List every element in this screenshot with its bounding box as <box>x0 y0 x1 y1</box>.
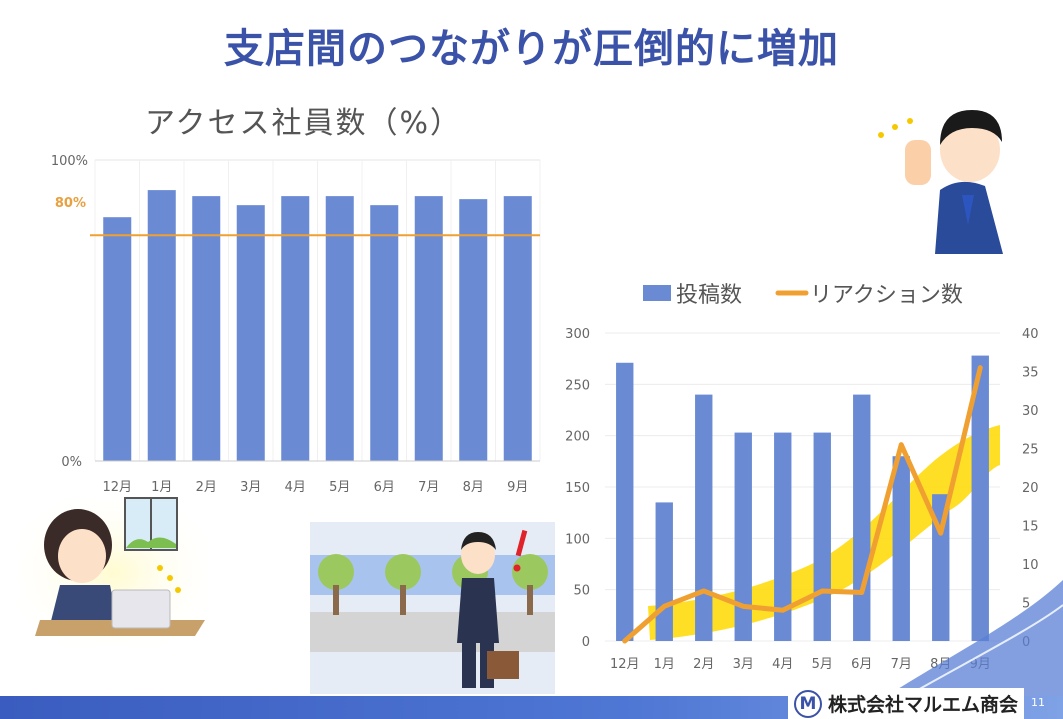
access-chart-title: アクセス社員数（%） <box>145 106 463 141</box>
x-tick-label: 6月 <box>851 657 872 672</box>
x-tick-label: 2月 <box>196 480 217 495</box>
x-tick-label: 7月 <box>418 480 439 495</box>
x-tick-label: 4月 <box>285 480 306 495</box>
x-tick-label: 12月 <box>610 657 640 672</box>
y-right-tick-label: 5 <box>1022 597 1030 612</box>
y-left-tick-label: 250 <box>565 378 590 393</box>
reactions-line <box>622 365 983 644</box>
bar <box>616 362 634 641</box>
target-label: 80% <box>55 196 86 211</box>
bar <box>813 432 831 641</box>
bar <box>281 196 310 461</box>
bar <box>695 394 713 641</box>
y-right-tick-label: 15 <box>1022 520 1039 535</box>
y-tick-label: 100% <box>51 154 88 169</box>
y-right-tick-label: 25 <box>1022 443 1039 458</box>
legend-label-posts: 投稿数 <box>676 283 742 308</box>
bar <box>892 456 910 641</box>
y-left-tick-label: 100 <box>565 532 590 547</box>
legend-label-reactions: リアクション数 <box>810 283 963 308</box>
x-tick-label: 3月 <box>733 657 754 672</box>
bar <box>655 502 673 641</box>
bar <box>503 196 532 461</box>
bar <box>734 432 752 641</box>
legend-swatch-bar <box>643 285 671 301</box>
x-tick-label: 4月 <box>772 657 793 672</box>
x-tick-label: 1月 <box>151 480 172 495</box>
bar <box>414 196 443 461</box>
company-name: 株式会社マルエム商会 <box>828 694 1019 716</box>
company-badge: M 株式会社マルエム商会 <box>788 688 1025 719</box>
bar <box>932 494 950 641</box>
y-left-tick-label: 300 <box>565 327 590 342</box>
bar <box>325 196 354 461</box>
y-right-tick-label: 30 <box>1022 404 1039 419</box>
page-number: 11 <box>1031 696 1045 709</box>
bar <box>370 205 399 461</box>
x-tick-label: 5月 <box>812 657 833 672</box>
y-left-tick-label: 0 <box>582 635 590 650</box>
bar <box>774 432 792 641</box>
y-right-tick-label: 10 <box>1022 558 1039 573</box>
decorative-swoosh <box>860 580 1063 719</box>
bar <box>971 355 989 641</box>
y-tick-label: 0% <box>61 455 82 470</box>
bar <box>236 205 265 461</box>
y-right-tick-label: 35 <box>1022 366 1039 381</box>
y-left-tick-label: 50 <box>573 584 590 599</box>
y-right-tick-label: 20 <box>1022 481 1039 496</box>
slide-title: 支店間のつながりが圧倒的に増加 <box>224 26 839 72</box>
x-tick-label: 8月 <box>463 480 484 495</box>
y-left-tick-label: 150 <box>565 481 590 496</box>
bar <box>192 196 221 461</box>
bar <box>853 394 871 641</box>
x-tick-label: 9月 <box>507 480 528 495</box>
x-tick-label: 6月 <box>374 480 395 495</box>
x-tick-label: 3月 <box>240 480 261 495</box>
x-tick-label: 1月 <box>654 657 675 672</box>
bar <box>103 217 132 461</box>
company-logo-icon: M <box>794 689 822 718</box>
x-tick-label: 5月 <box>329 480 350 495</box>
x-tick-label: 2月 <box>693 657 714 672</box>
bar <box>459 199 488 461</box>
x-tick-label: 7月 <box>891 657 912 672</box>
decorative-swoosh-line <box>899 604 1063 701</box>
x-tick-label: 12月 <box>102 480 132 495</box>
y-left-tick-label: 200 <box>565 430 590 445</box>
y-right-tick-label: 40 <box>1022 327 1039 342</box>
